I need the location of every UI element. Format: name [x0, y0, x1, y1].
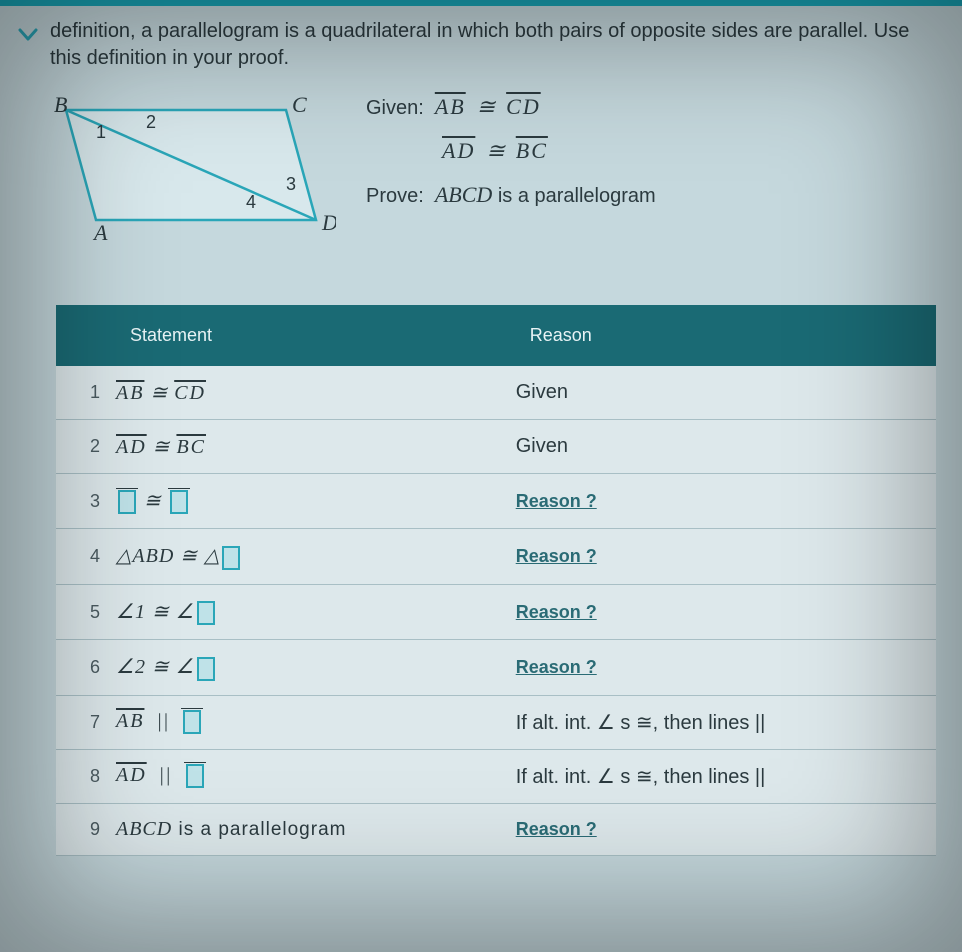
row-num: 3 [56, 474, 106, 529]
col-statement: Statement [106, 305, 506, 366]
fill-blank[interactable] [186, 764, 204, 788]
angle-1: 1 [135, 601, 146, 623]
proof-table: Statement Reason 1 AB ≅ CD Given 2 AD ≅ … [56, 305, 936, 856]
svg-text:C: C [292, 92, 307, 117]
fill-blank[interactable] [183, 710, 201, 734]
prove-label: Prove: [366, 185, 424, 207]
col-reason: Reason [506, 305, 936, 366]
reason-given: Given [506, 366, 936, 420]
given-label: Given: [366, 97, 424, 119]
chevron-down-icon[interactable] [16, 22, 40, 54]
row-num: 2 [56, 420, 106, 474]
row-num: 5 [56, 584, 106, 639]
table-row: 9 ABCD is a parallelogram Reason ? [56, 803, 936, 855]
svg-text:3: 3 [286, 174, 296, 194]
reason-link[interactable]: Reason ? [516, 546, 597, 566]
svg-text:D: D [321, 210, 336, 235]
reason-alt-int: If alt. int. ∠ s ≅, then lines || [506, 749, 936, 803]
table-row: 4 △ABD ≅ △ Reason ? [56, 529, 936, 584]
given-seg-ad: AD [442, 138, 475, 163]
prove-suffix: is a parallelogram [492, 185, 655, 207]
segment-ad: AD [116, 764, 147, 786]
intro-text: definition, a parallelogram is a quadril… [50, 18, 946, 72]
reason-link[interactable]: Reason ? [516, 602, 597, 622]
fill-blank[interactable] [170, 490, 188, 514]
svg-text:1: 1 [96, 122, 106, 142]
angle-2: 2 [135, 656, 146, 678]
reason-link[interactable]: Reason ? [516, 819, 597, 839]
reason-link[interactable]: Reason ? [516, 491, 597, 511]
fill-blank[interactable] [222, 546, 240, 570]
table-row: 5 ∠1 ≅ ∠ Reason ? [56, 584, 936, 639]
segment-ab: AB [116, 710, 144, 732]
table-row: 8 AD || If alt. int. ∠ s ≅, then lines |… [56, 749, 936, 803]
svg-text:B: B [54, 92, 67, 117]
given-seg-cd: CD [506, 94, 541, 119]
problem-area: B C A D 1 2 3 4 Given: AB ≅ CD AD ≅ BC [16, 90, 946, 265]
row-num: 1 [56, 366, 106, 420]
row-num: 8 [56, 749, 106, 803]
row-num: 6 [56, 640, 106, 695]
svg-text:4: 4 [246, 192, 256, 212]
fill-blank[interactable] [197, 601, 215, 625]
table-row: 3 ≅ Reason ? [56, 474, 936, 529]
given-seg-bc: BC [516, 138, 548, 163]
reason-alt-int: If alt. int. ∠ s ≅, then lines || [506, 695, 936, 749]
fill-blank[interactable] [197, 657, 215, 681]
given-prove-block: Given: AB ≅ CD AD ≅ BC Prove: ABCD is a … [366, 90, 656, 265]
row-num: 9 [56, 803, 106, 855]
table-row: 2 AD ≅ BC Given [56, 420, 936, 474]
parallelogram-diagram: B C A D 1 2 3 4 [36, 90, 336, 265]
prove-abcd: ABCD [435, 182, 492, 207]
is-parallelogram: is a parallelogram [172, 819, 346, 840]
given-seg-ab: AB [435, 94, 466, 119]
intro-row: definition, a parallelogram is a quadril… [16, 18, 946, 72]
table-row: 1 AB ≅ CD Given [56, 366, 936, 420]
row-num: 4 [56, 529, 106, 584]
abcd-text: ABCD [116, 818, 172, 840]
reason-link[interactable]: Reason ? [516, 657, 597, 677]
triangle-abd: ABD [132, 545, 174, 567]
row-num: 7 [56, 695, 106, 749]
content-area: definition, a parallelogram is a quadril… [0, 6, 962, 856]
fill-blank[interactable] [118, 490, 136, 514]
svg-text:A: A [92, 220, 108, 245]
svg-text:2: 2 [146, 112, 156, 132]
table-row: 7 AB || If alt. int. ∠ s ≅, then lines |… [56, 695, 936, 749]
table-row: 6 ∠2 ≅ ∠ Reason ? [56, 640, 936, 695]
reason-given: Given [506, 420, 936, 474]
